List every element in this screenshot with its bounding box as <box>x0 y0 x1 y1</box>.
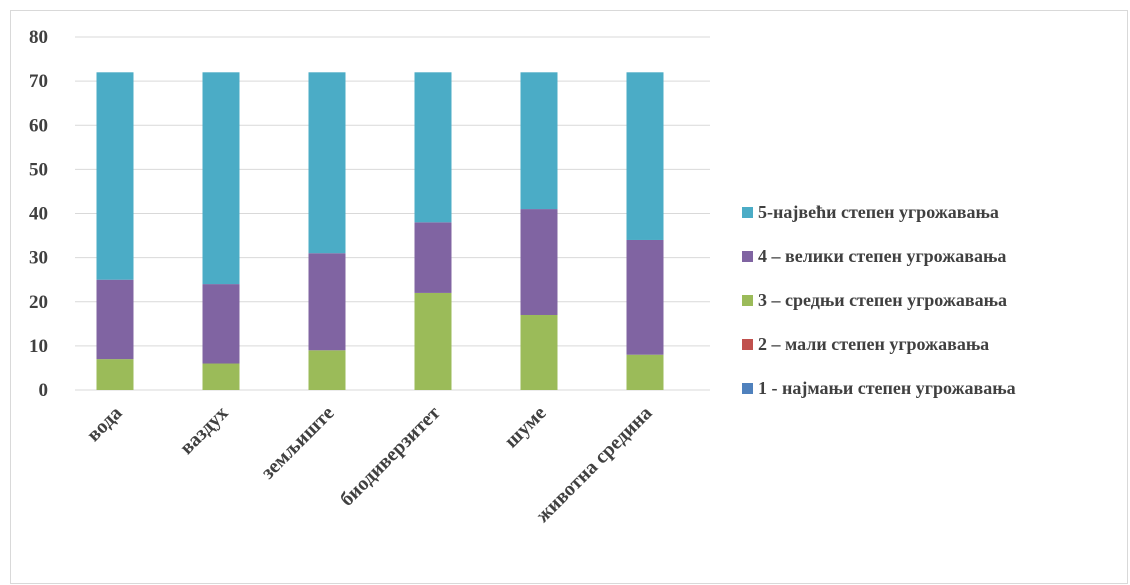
legend-swatch <box>742 295 753 306</box>
bar-segment <box>96 279 134 360</box>
legend-label: 4 – велики степен угрожавања <box>758 246 1006 266</box>
bar-segment <box>626 72 664 240</box>
bar-segment <box>414 222 452 293</box>
bar-segment <box>626 354 664 390</box>
legend-swatch <box>742 339 753 350</box>
x-category-label: вода <box>83 402 127 446</box>
y-tick-label: 10 <box>29 336 48 357</box>
x-category-label: шуме <box>500 402 550 452</box>
x-category-label: биодиверзитет <box>336 402 445 511</box>
y-tick-label: 50 <box>29 159 48 180</box>
bar-segment <box>308 350 346 390</box>
bar-segment <box>96 72 134 280</box>
bar-segment <box>414 72 452 223</box>
bar-segment <box>202 72 240 285</box>
bar-segment <box>96 359 134 390</box>
bars <box>96 72 664 390</box>
legend: 5-највећи степен угрожавања 4 – велики ст… <box>742 202 1016 398</box>
legend-label: 5-највећи степен угрожавања <box>758 202 999 222</box>
legend-label: 1 - најмањи степен угрожавања <box>758 378 1016 398</box>
bar-segment <box>414 292 452 390</box>
bar-segment <box>308 72 346 254</box>
legend-swatch <box>742 251 753 262</box>
y-tick-label: 80 <box>29 27 48 48</box>
bar-segment <box>308 253 346 351</box>
y-tick-label: 20 <box>29 292 48 313</box>
bar-segment <box>520 314 558 390</box>
y-tick-label: 60 <box>29 115 48 136</box>
bar-segment <box>520 209 558 315</box>
y-tick-label: 30 <box>29 248 48 269</box>
legend-label: 2 – мали степен угрожавања <box>758 334 989 354</box>
x-category-label: животна средина <box>532 402 657 527</box>
x-category-label: земљиште <box>257 402 339 484</box>
chart-frame <box>10 10 1128 584</box>
y-tick-label: 40 <box>29 204 48 225</box>
bar-segment <box>202 284 240 364</box>
y-axis-ticks: 0 10 20 30 40 50 60 70 80 <box>29 27 48 401</box>
legend-swatch <box>742 383 753 394</box>
bar-segment <box>202 363 240 390</box>
gridlines <box>75 36 710 391</box>
legend-swatch <box>742 207 753 218</box>
x-category-label: ваздух <box>176 402 233 459</box>
y-tick-label: 70 <box>29 71 48 92</box>
bar-segment <box>626 239 664 355</box>
bar-segment <box>520 72 558 210</box>
legend-label: 3 – средњи степен угрожавања <box>758 290 1007 310</box>
y-tick-label: 0 <box>39 380 49 401</box>
